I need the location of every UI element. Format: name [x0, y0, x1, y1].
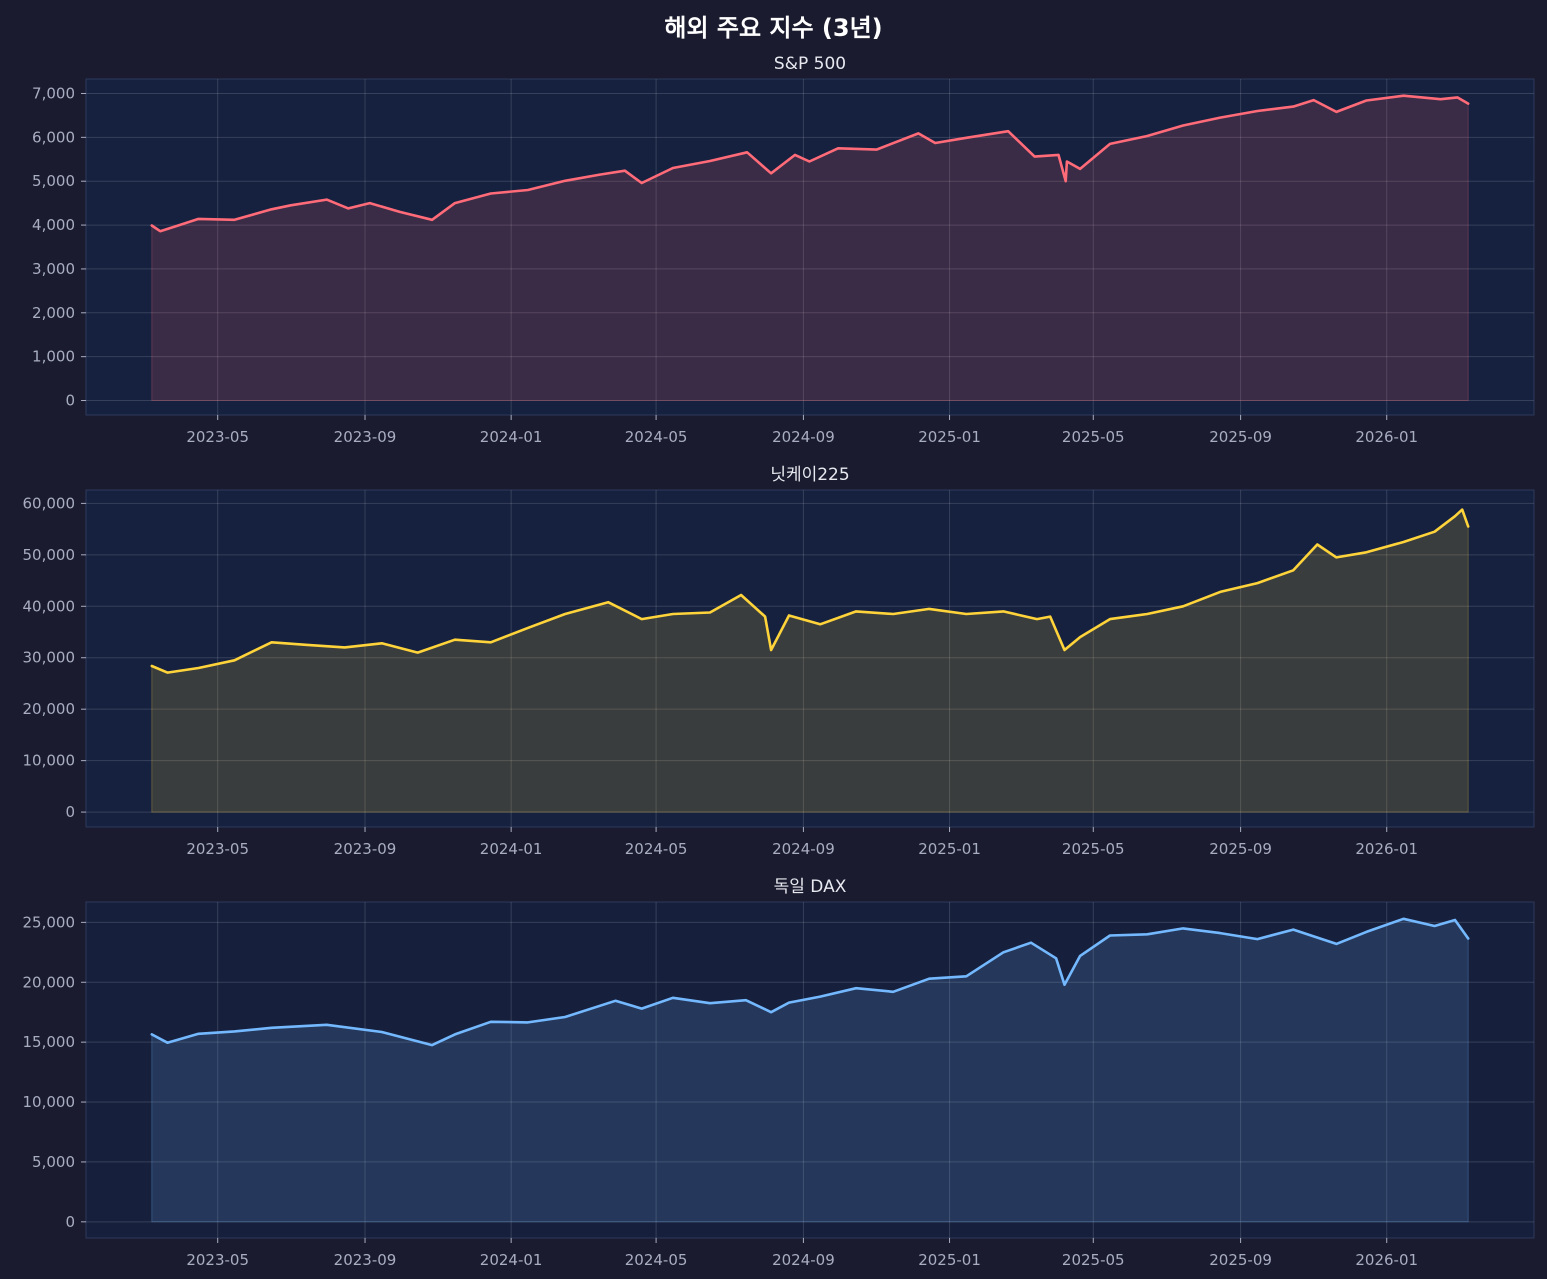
y-tick-label: 5,000: [32, 1153, 75, 1171]
y-tick-label: 20,000: [23, 700, 76, 718]
y-tick-label: 6,000: [32, 128, 75, 146]
y-tick-label: 60,000: [23, 494, 76, 512]
x-tick-label: 2025-05: [1062, 428, 1125, 446]
x-tick-label: 2023-09: [334, 840, 397, 858]
y-tick-label: 4,000: [32, 216, 75, 234]
plot-area: [85, 78, 1535, 416]
x-tick-label: 2025-09: [1209, 428, 1272, 446]
x-tick-label: 2023-09: [334, 1251, 397, 1269]
figure-title: 해외 주요 지수 (3년): [664, 14, 883, 42]
y-tick-label: 20,000: [23, 973, 76, 991]
y-tick-label: 10,000: [23, 752, 76, 770]
x-tick-label: 2026-01: [1355, 840, 1418, 858]
y-tick-label: 1,000: [32, 348, 75, 366]
x-tick-label: 2026-01: [1355, 1251, 1418, 1269]
x-tick-label: 2023-09: [334, 428, 397, 446]
y-tick-label: 0: [65, 392, 75, 410]
y-tick-label: 3,000: [32, 260, 75, 278]
subplot-title: 닛케이225: [770, 465, 849, 485]
x-tick-label: 2024-01: [480, 428, 543, 446]
subplot-title: S&P 500: [774, 54, 846, 74]
series-line: [150, 917, 1470, 1047]
y-tick-label: 0: [65, 1213, 75, 1231]
y-tick-label: 5,000: [32, 172, 75, 190]
y-tick-label: 2,000: [32, 304, 75, 322]
x-tick-label: 2025-09: [1209, 1251, 1272, 1269]
y-tick-label: 10,000: [23, 1093, 76, 1111]
x-tick-label: 2024-01: [480, 1251, 543, 1269]
x-tick-label: 2026-01: [1355, 428, 1418, 446]
series-line: [150, 508, 1470, 674]
x-tick-label: 2024-05: [625, 1251, 688, 1269]
x-tick-label: 2025-05: [1062, 840, 1125, 858]
y-tick-label: 15,000: [23, 1033, 76, 1051]
y-tick-label: 25,000: [23, 913, 76, 931]
subplot-title: 독일 DAX: [774, 877, 847, 897]
x-tick-label: 2024-09: [772, 428, 835, 446]
x-tick-label: 2025-05: [1062, 1251, 1125, 1269]
y-tick-label: 0: [65, 803, 75, 821]
x-tick-label: 2023-05: [186, 1251, 249, 1269]
plot-area: [85, 489, 1535, 828]
x-tick-label: 2025-01: [918, 428, 981, 446]
sp500-panel: 0 1,000 2,000 3,000 4,000 5,000 6,000 7,000 2023…: [32, 54, 1535, 446]
x-tick-label: 2025-09: [1209, 840, 1272, 858]
y-tick-label: 50,000: [23, 546, 76, 564]
dax-panel: 0 5,000 10,000 15,000 20,000 25,000 2023-05 202…: [23, 877, 1535, 1269]
x-tick-label: 2023-05: [186, 840, 249, 858]
x-tick-label: 2024-05: [625, 428, 688, 446]
series-line: [150, 94, 1470, 233]
nikkei225-panel: 0 10,000 20,000 30,000 40,000 50,000 60,000 202…: [23, 465, 1535, 858]
x-tick-label: 2024-01: [480, 840, 543, 858]
x-tick-label: 2025-01: [918, 840, 981, 858]
plot-area: [85, 901, 1535, 1239]
x-tick-label: 2024-09: [772, 840, 835, 858]
x-tick-label: 2023-05: [186, 428, 249, 446]
x-tick-label: 2024-09: [772, 1251, 835, 1269]
y-tick-label: 40,000: [23, 597, 76, 615]
x-tick-label: 2024-05: [625, 840, 688, 858]
x-tick-label: 2025-01: [918, 1251, 981, 1269]
y-tick-label: 7,000: [32, 84, 75, 102]
y-tick-label: 30,000: [23, 649, 76, 667]
